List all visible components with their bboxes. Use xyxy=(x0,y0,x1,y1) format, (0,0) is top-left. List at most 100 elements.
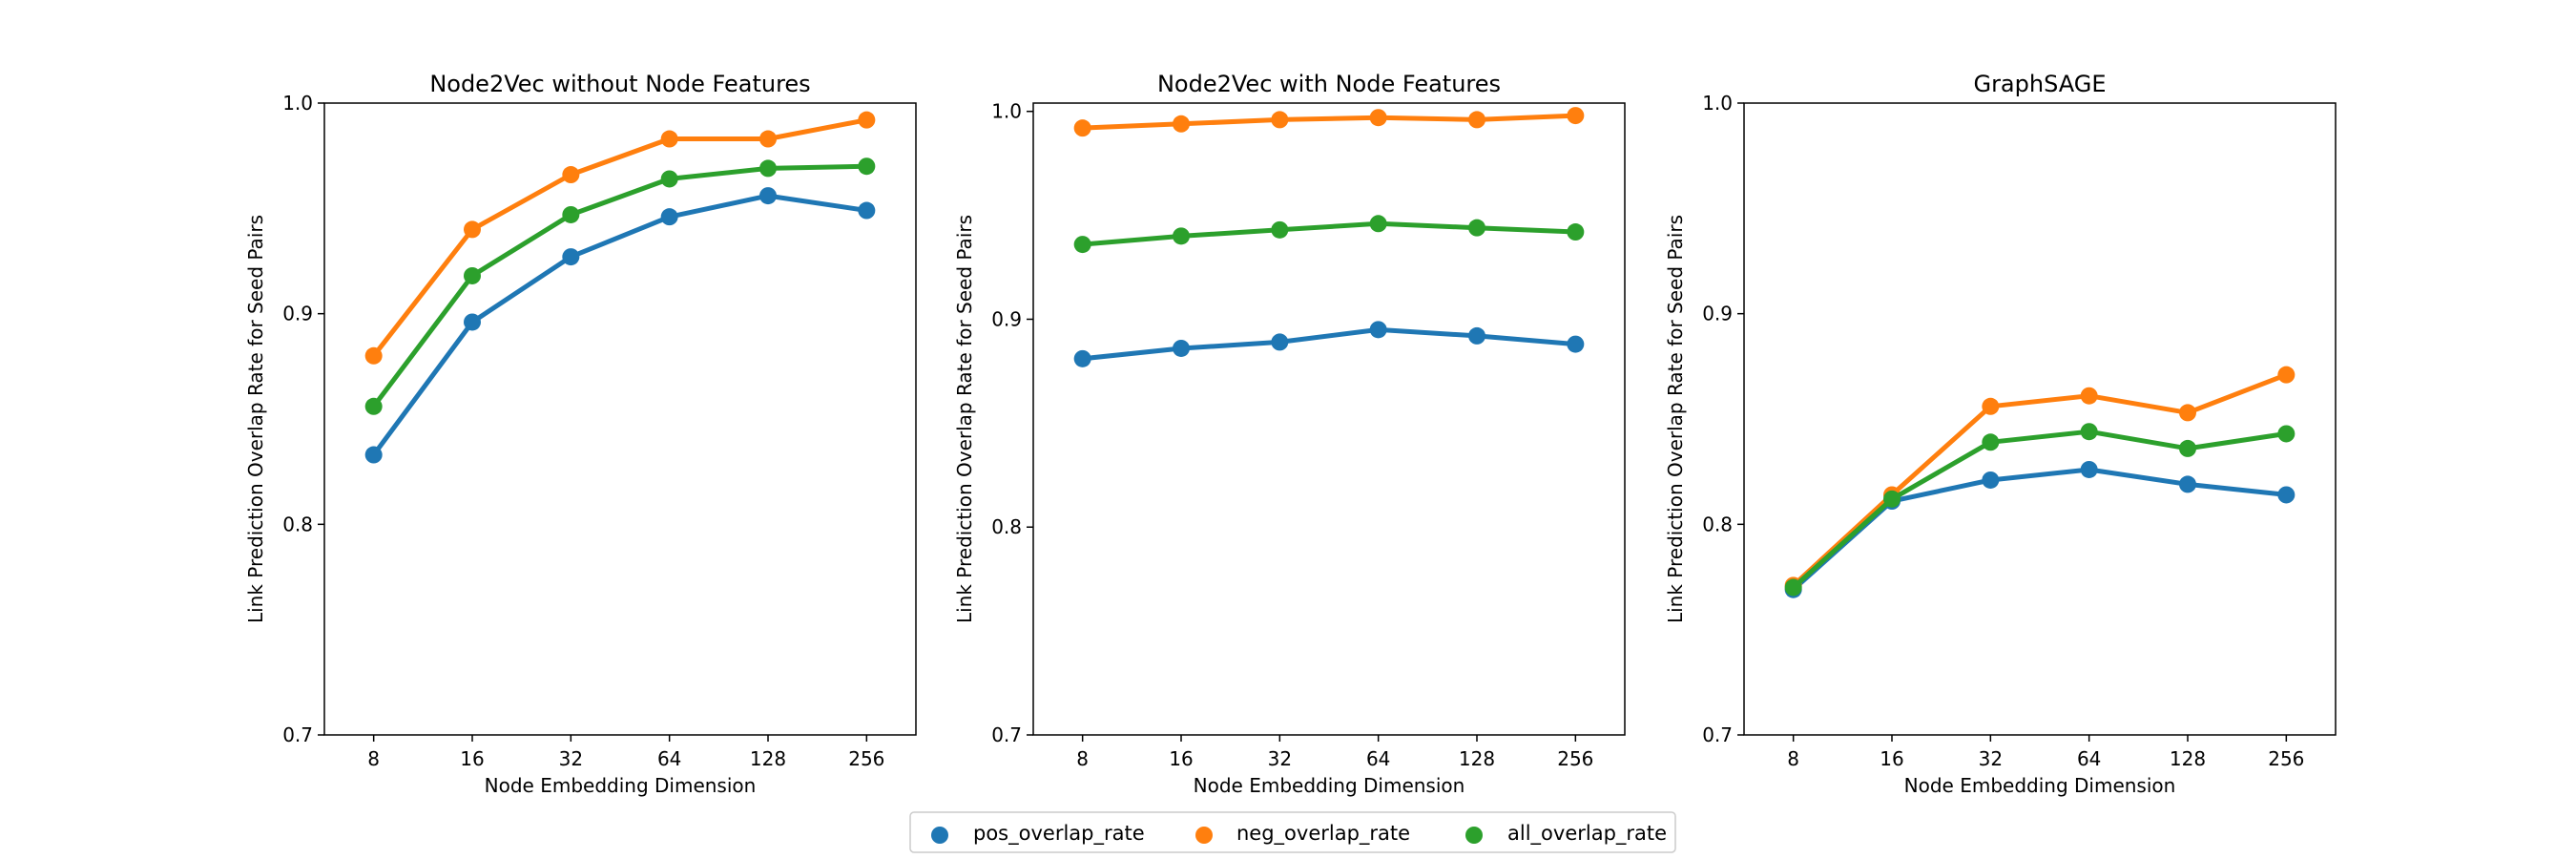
data-point-all-overlap-rate-32 xyxy=(1271,220,1289,239)
data-point-pos-overlap-rate-64 xyxy=(2080,460,2098,478)
data-point-all-overlap-rate-16 xyxy=(464,266,481,284)
x-tick-label-64: 64 xyxy=(1366,747,1390,770)
y-tick-label-0-7: 0.7 xyxy=(991,723,1022,746)
data-point-all-overlap-rate-32 xyxy=(562,205,580,223)
data-point-all-overlap-rate-64 xyxy=(1369,215,1387,233)
y-tick-label-1-0: 1.0 xyxy=(1702,92,1733,115)
data-point-neg-overlap-rate-128 xyxy=(2179,404,2196,422)
y-tick-label-0-7: 0.7 xyxy=(1702,723,1733,746)
x-tick-label-128: 128 xyxy=(750,747,786,770)
series-line-pos-overlap-rate xyxy=(1080,326,1578,362)
y-tick-label-0-9: 0.9 xyxy=(991,307,1022,330)
data-point-pos-overlap-rate-32 xyxy=(562,248,580,266)
data-point-neg-overlap-rate-16 xyxy=(1173,115,1190,133)
data-point-pos-overlap-rate-8 xyxy=(364,446,383,464)
subplots: Node2Vec without Node Features 8 16 32 64 128… xyxy=(244,71,2337,797)
data-point-pos-overlap-rate-128 xyxy=(2179,475,2196,493)
y-tick-label-1-0: 1.0 xyxy=(991,100,1022,123)
legend-label-neg: neg_overlap_rate xyxy=(1236,822,1410,846)
data-point-pos-overlap-rate-256 xyxy=(2277,486,2296,504)
data-point-neg-overlap-rate-64 xyxy=(2080,387,2098,405)
x-tick-label-8: 8 xyxy=(367,747,380,770)
data-point-pos-overlap-rate-16 xyxy=(1173,339,1190,357)
y-tick-label-0-7: 0.7 xyxy=(282,723,313,746)
series-line-all-overlap-rate xyxy=(1080,220,1578,247)
data-point-all-overlap-rate-256 xyxy=(2277,425,2296,443)
data-point-neg-overlap-rate-32 xyxy=(1982,397,2000,415)
data-point-pos-overlap-rate-32 xyxy=(1982,471,2000,489)
y-tick-label-0-8: 0.8 xyxy=(1702,513,1733,535)
series-pos-overlap-rate xyxy=(364,187,876,464)
series-neg-overlap-rate xyxy=(1784,366,2296,595)
legend-marker-pos xyxy=(931,827,948,844)
legend-marker-all xyxy=(1465,827,1483,844)
x-tick-label-128: 128 xyxy=(1459,747,1495,770)
data-point-all-overlap-rate-16 xyxy=(1173,227,1190,245)
series-line-neg-overlap-rate xyxy=(371,117,869,359)
x-tick-label-64: 64 xyxy=(657,747,681,770)
data-point-neg-overlap-rate-32 xyxy=(1271,111,1289,129)
x-tick-label-256: 256 xyxy=(2268,747,2304,770)
data-point-neg-overlap-rate-256 xyxy=(858,111,876,129)
chart-title: Node2Vec without Node Features xyxy=(429,71,810,97)
y-tick-label-1-0: 1.0 xyxy=(282,92,313,115)
subplot-3: GraphSAGE 8 16 32 64 128 256 Node Embedding Dim… xyxy=(1664,71,2337,797)
legend-label-all: all_overlap_rate xyxy=(1507,822,1667,846)
data-point-all-overlap-rate-16 xyxy=(1883,490,1901,508)
series-all-overlap-rate xyxy=(1784,423,2296,597)
legend-label-pos: pos_overlap_rate xyxy=(973,822,1145,846)
axes-frame xyxy=(1032,102,1626,736)
data-point-neg-overlap-rate-128 xyxy=(1468,111,1485,129)
y-tick-label-0-9: 0.9 xyxy=(282,303,313,325)
chart-title: GraphSAGE xyxy=(1973,71,2106,97)
data-point-neg-overlap-rate-8 xyxy=(1073,119,1091,137)
series-line-neg-overlap-rate xyxy=(1080,113,1578,131)
data-point-neg-overlap-rate-32 xyxy=(562,166,580,184)
data-point-all-overlap-rate-64 xyxy=(660,170,678,188)
series-pos-overlap-rate xyxy=(1073,321,1585,367)
y-tick-label-0-8: 0.8 xyxy=(991,515,1022,538)
y-axis-label: Link Prediction Overlap Rate for Seed Pa… xyxy=(1664,215,1687,623)
data-point-pos-overlap-rate-64 xyxy=(660,208,678,226)
data-point-pos-overlap-rate-8 xyxy=(1073,349,1091,367)
x-tick-label-256: 256 xyxy=(1557,747,1593,770)
data-point-all-overlap-rate-256 xyxy=(1567,223,1585,241)
x-tick-label-16: 16 xyxy=(1169,747,1193,770)
data-point-neg-overlap-rate-128 xyxy=(759,130,777,148)
data-point-neg-overlap-rate-64 xyxy=(660,130,678,148)
x-tick-label-32: 32 xyxy=(1979,747,2003,770)
x-tick-label-32: 32 xyxy=(559,747,583,770)
data-point-pos-overlap-rate-64 xyxy=(1369,321,1387,339)
series-all-overlap-rate xyxy=(364,157,876,415)
data-point-pos-overlap-rate-128 xyxy=(759,187,777,205)
x-tick-label-16: 16 xyxy=(1880,747,1903,770)
data-point-all-overlap-rate-128 xyxy=(759,159,777,178)
legend: pos_overlap_rate neg_overlap_rate all_ov… xyxy=(909,811,1676,853)
x-tick-label-256: 256 xyxy=(848,747,884,770)
x-tick-label-64: 64 xyxy=(2077,747,2101,770)
data-point-pos-overlap-rate-16 xyxy=(464,313,481,331)
data-point-pos-overlap-rate-32 xyxy=(1271,333,1289,351)
series-line-all-overlap-rate xyxy=(1791,429,2289,590)
data-point-all-overlap-rate-8 xyxy=(364,397,383,415)
x-axis-label: Node Embedding Dimension xyxy=(485,774,757,797)
data-point-all-overlap-rate-8 xyxy=(1784,578,1802,597)
series-line-all-overlap-rate xyxy=(371,163,869,409)
data-point-neg-overlap-rate-256 xyxy=(1567,107,1585,125)
x-tick-label-8: 8 xyxy=(1076,747,1089,770)
data-point-pos-overlap-rate-256 xyxy=(858,201,876,220)
data-point-all-overlap-rate-32 xyxy=(1982,433,2000,451)
data-point-neg-overlap-rate-16 xyxy=(464,220,481,239)
x-tick-label-8: 8 xyxy=(1787,747,1799,770)
legend-frame xyxy=(909,811,1676,853)
y-tick-label-0-8: 0.8 xyxy=(282,513,313,535)
legend-marker-neg xyxy=(1195,827,1213,844)
series-line-pos-overlap-rate xyxy=(371,193,869,457)
data-point-neg-overlap-rate-8 xyxy=(364,346,383,365)
y-axis-label: Link Prediction Overlap Rate for Seed Pa… xyxy=(953,215,976,623)
x-tick-label-16: 16 xyxy=(460,747,484,770)
data-point-all-overlap-rate-128 xyxy=(2179,439,2196,457)
data-point-pos-overlap-rate-128 xyxy=(1468,326,1485,345)
subplot-1: Node2Vec without Node Features 8 16 32 64 128… xyxy=(244,71,917,797)
